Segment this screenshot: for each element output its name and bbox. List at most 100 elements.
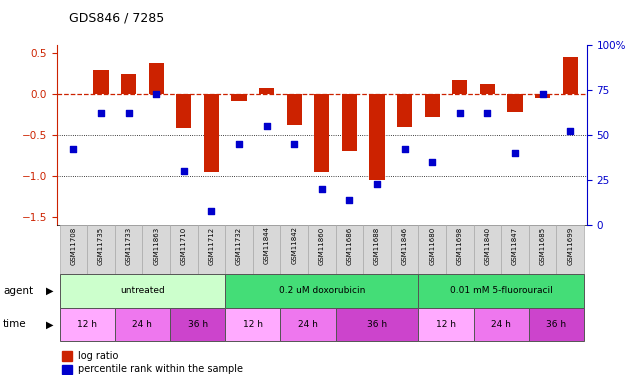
Point (151, 91, 162, 97)
Point (261, 123, 271, 129)
Point (482, 110, 492, 116)
Text: ▶: ▶ (46, 320, 54, 329)
Text: 36 h: 36 h (367, 320, 387, 329)
Bar (204, 94, 219, 172)
Bar (314, 94, 329, 172)
Bar (59, 274, 225, 308)
Text: GSM11686: GSM11686 (346, 226, 353, 265)
Text: GSM11732: GSM11732 (236, 226, 242, 265)
Bar (397, 94, 412, 127)
Bar (59, 225, 87, 274)
Point (68, 146, 78, 152)
Bar (225, 308, 280, 341)
Bar (474, 225, 501, 274)
Bar (232, 94, 247, 100)
Bar (369, 94, 385, 180)
Text: ▶: ▶ (46, 286, 54, 296)
Text: GSM11688: GSM11688 (374, 226, 380, 265)
Bar (535, 94, 550, 98)
Text: GSM11735: GSM11735 (98, 226, 104, 265)
Text: GSM11708: GSM11708 (70, 226, 76, 265)
Bar (501, 225, 529, 274)
Bar (308, 225, 336, 274)
Bar (557, 225, 584, 274)
Point (234, 141, 244, 147)
Bar (446, 225, 474, 274)
Bar (480, 84, 495, 94)
Point (372, 181, 382, 187)
Text: GSM11844: GSM11844 (264, 226, 269, 264)
Bar (529, 308, 584, 341)
Bar (391, 225, 418, 274)
Text: GSM11698: GSM11698 (457, 226, 463, 265)
Point (206, 208, 216, 214)
Text: log ratio: log ratio (78, 351, 119, 361)
Bar (280, 225, 308, 274)
Point (538, 91, 548, 97)
Bar (529, 225, 557, 274)
Point (317, 186, 327, 192)
Bar (259, 88, 274, 94)
Bar (143, 225, 170, 274)
Text: percentile rank within the sample: percentile rank within the sample (78, 364, 243, 374)
Text: GSM11685: GSM11685 (540, 226, 546, 265)
Point (179, 168, 189, 174)
Text: GSM11712: GSM11712 (208, 226, 215, 265)
Text: agent: agent (3, 286, 33, 296)
Bar (170, 308, 225, 341)
Point (427, 159, 437, 165)
Bar (115, 308, 170, 341)
Bar (87, 225, 115, 274)
Point (565, 128, 575, 134)
Bar (62, 351, 72, 361)
Bar (363, 225, 391, 274)
Bar (148, 63, 164, 94)
Bar (62, 364, 72, 374)
Point (289, 141, 299, 147)
Bar (280, 308, 336, 341)
Bar (170, 225, 198, 274)
Point (399, 146, 410, 152)
Text: untreated: untreated (120, 286, 165, 295)
Bar (507, 94, 522, 112)
Text: GSM11847: GSM11847 (512, 226, 518, 265)
Text: GSM11680: GSM11680 (429, 226, 435, 265)
Text: GSM11842: GSM11842 (291, 226, 297, 264)
Bar (336, 308, 418, 341)
Text: 24 h: 24 h (298, 320, 318, 329)
Text: 36 h: 36 h (187, 320, 208, 329)
Text: time: time (3, 320, 27, 329)
Bar (121, 74, 136, 94)
Bar (93, 69, 109, 94)
Bar (452, 80, 468, 94)
Text: GSM11840: GSM11840 (485, 226, 490, 265)
Bar (563, 57, 578, 94)
Bar (336, 225, 363, 274)
Bar (418, 308, 474, 341)
Text: 24 h: 24 h (133, 320, 152, 329)
Bar (198, 225, 225, 274)
Text: 0.2 uM doxorubicin: 0.2 uM doxorubicin (279, 286, 365, 295)
Bar (418, 225, 446, 274)
Text: 24 h: 24 h (492, 320, 511, 329)
Bar (342, 94, 357, 152)
Point (96, 110, 106, 116)
Bar (425, 94, 440, 117)
Text: GSM11733: GSM11733 (126, 226, 132, 265)
Bar (418, 274, 584, 308)
Point (124, 110, 134, 116)
Text: GSM11863: GSM11863 (153, 226, 159, 265)
Point (345, 197, 355, 203)
Text: GSM11846: GSM11846 (401, 226, 408, 265)
Bar (115, 225, 143, 274)
Bar (253, 225, 280, 274)
Text: GSM11860: GSM11860 (319, 226, 325, 265)
Bar (59, 308, 115, 341)
Text: GDS846 / 7285: GDS846 / 7285 (69, 11, 165, 24)
Text: 0.01 mM 5-fluorouracil: 0.01 mM 5-fluorouracil (450, 286, 553, 295)
Text: GSM11699: GSM11699 (567, 226, 574, 265)
Bar (176, 94, 191, 129)
Point (510, 150, 520, 156)
Bar (286, 94, 302, 125)
Text: 12 h: 12 h (436, 320, 456, 329)
